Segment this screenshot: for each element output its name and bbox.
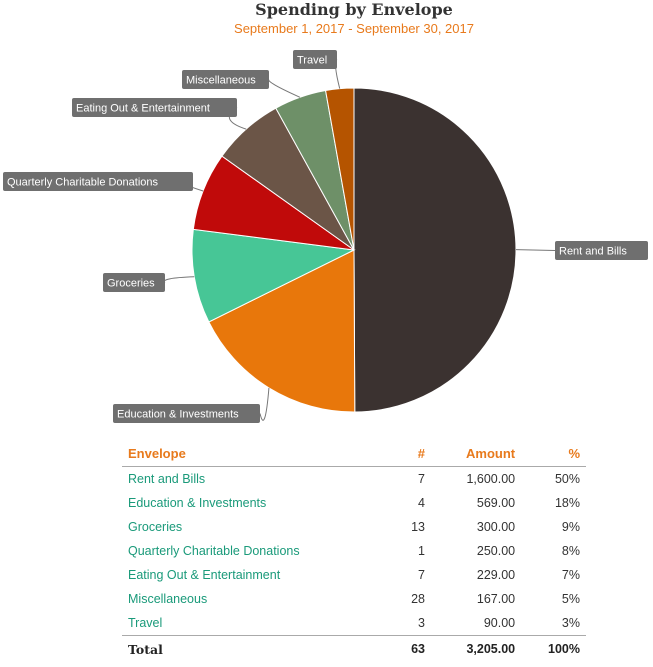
envelope-percent: 3%	[561, 616, 580, 630]
envelope-table: Envelope # Amount % Rent and Bills 7 1,6…	[122, 440, 586, 662]
envelope-percent: 7%	[561, 568, 580, 582]
table-row: Quarterly Charitable Donations 1 250.00 …	[122, 539, 586, 563]
slice-label: Rent and Bills	[559, 246, 627, 258]
slice-leader-line	[515, 249, 556, 251]
envelope-count: 1	[418, 544, 425, 558]
pie-slice[interactable]	[191, 228, 356, 323]
slice-leader-line	[163, 276, 195, 283]
envelope-amount: 569.00	[476, 496, 516, 510]
envelope-name-link[interactable]: Quarterly Charitable Donations	[128, 544, 300, 558]
envelope-count: 13	[411, 520, 425, 534]
slice-label: Education & Investments	[117, 409, 239, 421]
envelope-amount: 250.00	[476, 544, 516, 558]
slice-leader-line	[259, 387, 270, 421]
envelope-count: 7	[418, 568, 425, 582]
header-percent: %	[521, 440, 586, 467]
envelope-name-link[interactable]: Education & Investments	[128, 496, 267, 510]
envelope-amount: 300.00	[476, 520, 516, 534]
table-row: Groceries 13 300.00 9%	[122, 515, 586, 539]
envelope-amount: 90.00	[483, 616, 516, 630]
total-percent: 100%	[521, 635, 586, 662]
slice-label-box	[3, 172, 193, 191]
chart-subtitle: September 1, 2017 - September 30, 2017	[234, 21, 474, 36]
table-row: Rent and Bills 7 1,600.00 50%	[122, 467, 586, 492]
envelope-percent: 5%	[561, 592, 580, 606]
header-amount: Amount	[431, 440, 522, 467]
envelope-percent: 18%	[554, 496, 580, 510]
slice-label-box	[182, 70, 269, 89]
envelope-count: 4	[418, 496, 425, 510]
header-envelope: Envelope	[122, 440, 393, 467]
table-row: Education & Investments 4 569.00 18%	[122, 491, 586, 515]
slice-label-box	[72, 98, 237, 117]
envelope-name-link[interactable]: Eating Out & Entertainment	[128, 568, 281, 582]
total-count: 63	[392, 635, 431, 662]
table-header-row: Envelope # Amount %	[122, 440, 586, 467]
envelope-percent: 9%	[561, 520, 580, 534]
envelope-count: 7	[418, 472, 425, 486]
total-label: Total	[122, 635, 393, 662]
header-count: #	[392, 440, 431, 467]
envelope-amount: 229.00	[476, 568, 516, 582]
slice-label-box	[293, 50, 337, 69]
chart-title: Spending by Envelope	[255, 0, 453, 19]
pie-chart: Rent and Bills Education & Investments Gro…	[3, 50, 648, 423]
slice-label-box	[555, 241, 648, 260]
slice-leader-line	[268, 79, 301, 98]
slice-label: Quarterly Charitable Donations	[7, 177, 159, 189]
envelope-name-link[interactable]: Groceries	[128, 520, 183, 534]
envelope-name-link[interactable]: Rent and Bills	[128, 472, 206, 486]
slice-label-box	[103, 273, 165, 292]
pie-slice[interactable]	[353, 87, 517, 413]
slice-label-box	[113, 404, 260, 423]
slice-label: Travel	[297, 55, 327, 67]
envelope-count: 3	[418, 616, 425, 630]
table-row: Eating Out & Entertainment 7 229.00 7%	[122, 563, 586, 587]
envelope-name-link[interactable]: Miscellaneous	[128, 592, 208, 606]
pie-slice[interactable]	[208, 249, 356, 413]
total-amount: 3,205.00	[431, 635, 522, 662]
envelope-percent: 50%	[554, 472, 580, 486]
envelope-name-link[interactable]: Travel	[128, 616, 163, 630]
slice-label: Groceries	[107, 278, 155, 290]
table-total-row: Total 63 3,205.00 100%	[122, 635, 586, 662]
table-row: Miscellaneous 28 167.00 5%	[122, 587, 586, 611]
envelope-percent: 8%	[561, 544, 580, 558]
envelope-amount: 167.00	[476, 592, 516, 606]
slice-label: Miscellaneous	[186, 75, 256, 87]
envelope-amount: 1,600.00	[466, 472, 516, 486]
slice-label: Eating Out & Entertainment	[76, 103, 210, 115]
table-row: Travel 3 90.00 3%	[122, 611, 586, 636]
envelope-count: 28	[411, 592, 425, 606]
